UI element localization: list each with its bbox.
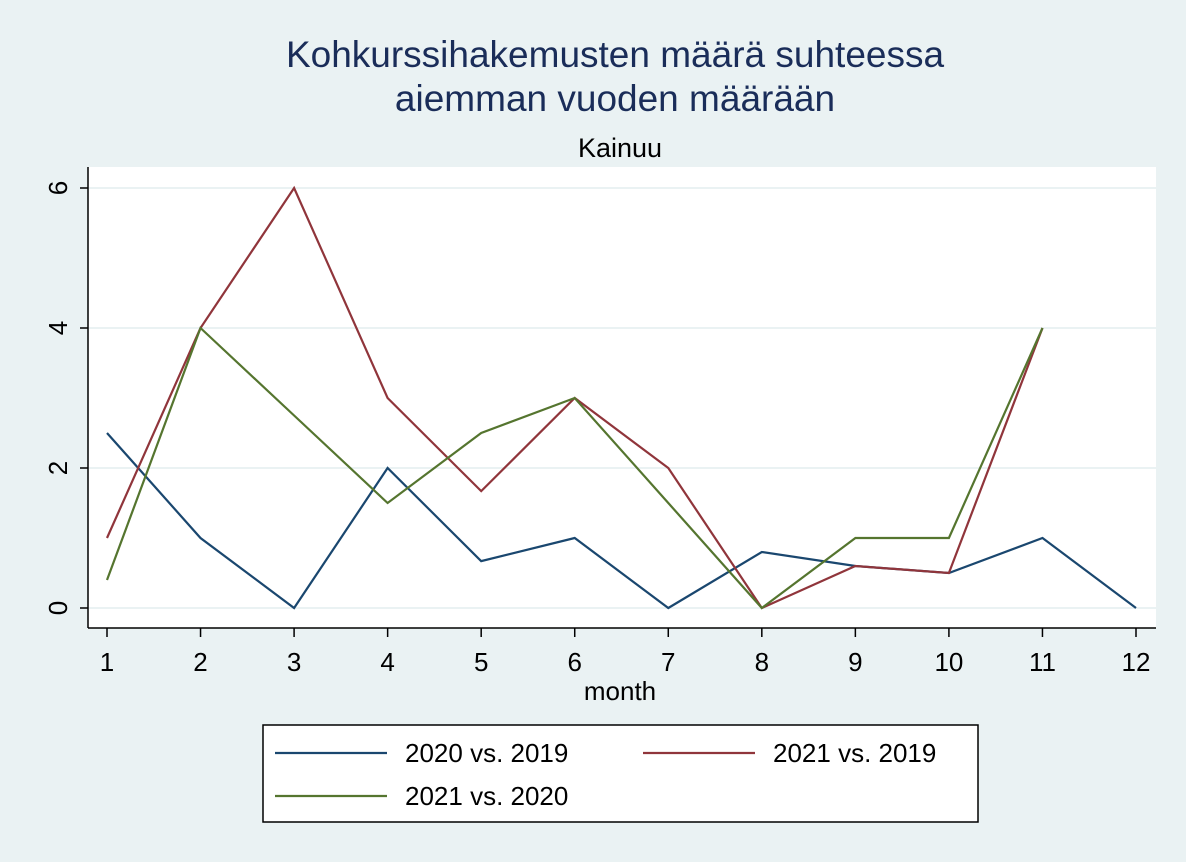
x-tick-label-11: 12 [1122, 647, 1151, 677]
x-tick-label-0: 1 [100, 647, 114, 677]
x-tick-label-7: 8 [755, 647, 769, 677]
y-tick-label-3: 6 [43, 181, 73, 195]
legend-label-2: 2021 vs. 2020 [405, 781, 568, 811]
x-tick-label-3: 4 [380, 647, 394, 677]
x-tick-label-4: 5 [474, 647, 488, 677]
x-tick-label-2: 3 [287, 647, 301, 677]
series-line-0 [106, 432, 1137, 610]
x-tick-label-5: 6 [567, 647, 581, 677]
chart-title-line-2: aiemman vuoden määrään [395, 78, 835, 119]
series-line-2 [105, 326, 1044, 610]
x-tick-label-10: 11 [1029, 647, 1056, 677]
chart-subtitle: Kainuu [578, 133, 662, 163]
y-tick-label-0: 0 [43, 601, 73, 615]
x-tick-label-8: 9 [848, 647, 862, 677]
legend-label-0: 2020 vs. 2019 [405, 738, 568, 768]
legend-box [262, 724, 979, 823]
chart-title-line-1: Kohkurssihakemusten määrä suhteessa [286, 34, 945, 75]
x-axis-title: month [584, 676, 656, 706]
y-tick-label-2: 4 [43, 321, 73, 335]
x-tick-label-6: 7 [661, 647, 675, 677]
x-tick-label-1: 2 [193, 647, 207, 677]
x-tick-label-9: 10 [934, 647, 963, 677]
legend-label-1: 2021 vs. 2019 [773, 738, 936, 768]
series-lines [105, 185, 1137, 610]
legend: 2020 vs. 2019 2021 vs. 2019 2021 vs. 2020 [262, 724, 979, 823]
gridlines [88, 187, 1156, 609]
y-tick-label-1: 2 [43, 461, 73, 475]
plot-area [88, 167, 1156, 628]
